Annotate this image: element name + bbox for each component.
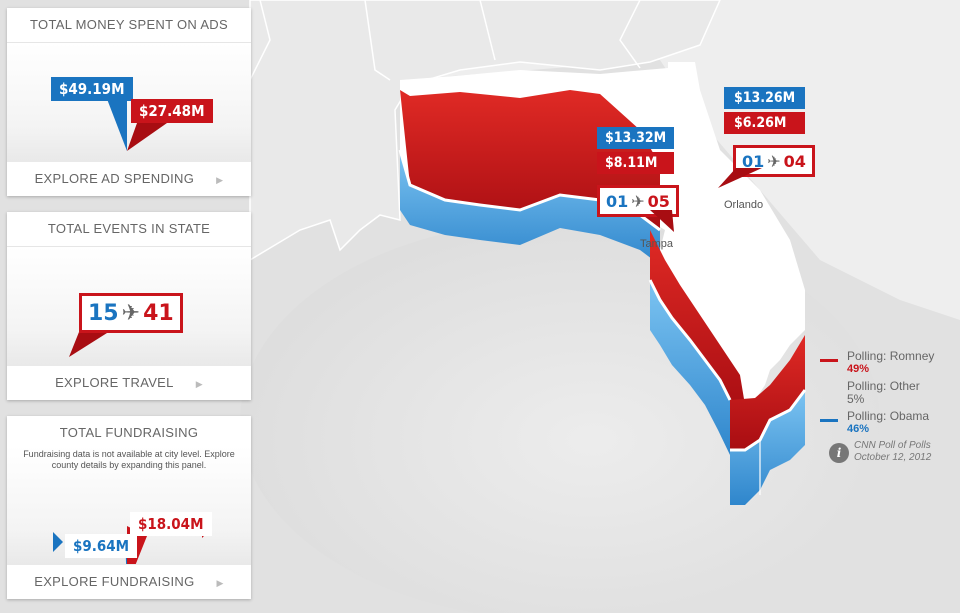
- play-arrow-icon: ▶: [195, 379, 203, 389]
- city-label-orlando: Orlando: [724, 199, 764, 211]
- play-arrow-icon: ▶: [216, 175, 224, 185]
- tampa-ads-obama: $13.32M: [597, 127, 675, 149]
- orlando-ads-romney: $6.26M: [724, 112, 805, 134]
- airplane-icon: ✈: [631, 191, 645, 211]
- info-icon[interactable]: i: [829, 443, 849, 463]
- play-arrow-icon: ▶: [216, 578, 224, 588]
- legend-other-label: Polling: Other: [847, 379, 920, 393]
- explore-fundraising-button[interactable]: EXPLORE FUNDRAISING ▶: [7, 564, 251, 599]
- source-line-1: CNN Poll of Polls: [854, 440, 931, 451]
- events-graphic: 15 ✈ 41: [7, 247, 251, 365]
- romney-swatch: [820, 359, 838, 362]
- ads-romney-amount: $27.48M: [131, 99, 213, 123]
- explore-fundraising-label: EXPLORE FUNDRAISING: [34, 574, 195, 589]
- fundraising-graphic: Fundraising data is not available at cit…: [7, 446, 251, 564]
- orlando-ads-obama: $13.26M: [724, 87, 806, 109]
- pointer-graphic: [650, 210, 674, 232]
- city-label-tampa: Tampa: [640, 238, 674, 250]
- fundraising-note: Fundraising data is not available at cit…: [23, 449, 235, 470]
- tampa-visits-obama: 01: [606, 191, 629, 211]
- events-romney-count: 41: [143, 300, 174, 326]
- panel-title: TOTAL MONEY SPENT ON ADS: [7, 8, 251, 43]
- explore-travel-label: EXPLORE TRAVEL: [55, 375, 174, 390]
- source-text: CNN Poll of Polls October 12, 2012: [854, 440, 960, 464]
- legend-obama-label: Polling: Obama: [847, 409, 930, 423]
- pointer-graphic: [718, 168, 762, 188]
- obama-swatch: [820, 419, 838, 422]
- ad-spending-panel: TOTAL MONEY SPENT ON ADS $49.19M $27.48M…: [7, 8, 251, 196]
- pointer-graphic: [69, 327, 107, 357]
- explore-ad-spending-button[interactable]: EXPLORE AD SPENDING ▶: [7, 161, 251, 196]
- ads-obama-amount: $49.19M: [51, 77, 133, 101]
- source-line-2: October 12, 2012: [854, 452, 932, 463]
- airplane-icon: ✈: [121, 300, 141, 326]
- legend-obama-pct: 46%: [847, 423, 870, 435]
- tampa-visits-romney: 05: [647, 191, 670, 211]
- events-count-badge: 15 ✈ 41: [79, 293, 183, 333]
- ad-spending-graphic: $49.19M $27.48M: [7, 43, 251, 161]
- events-obama-count: 15: [88, 300, 119, 326]
- legend-romney-pct: 49%: [847, 363, 870, 375]
- pointer-graphic: [107, 99, 167, 151]
- fundraising-romney-amount: $18.04M: [130, 512, 212, 536]
- legend-other-pct: 5%: [847, 392, 865, 406]
- orlando-visits-badge: 01 ✈ 04: [733, 145, 815, 177]
- fundraising-panel: TOTAL FUNDRAISING Fundraising data is no…: [7, 416, 251, 599]
- airplane-icon: ✈: [767, 151, 781, 171]
- tampa-visits-badge: 01 ✈ 05: [597, 185, 679, 217]
- tampa-ads-romney: $8.11M: [597, 152, 674, 174]
- legend-obama: Polling: Obama 46%: [820, 410, 934, 436]
- explore-ad-spending-label: EXPLORE AD SPENDING: [34, 171, 195, 186]
- legend-other: Polling: Other 5%: [820, 380, 934, 406]
- legend-romney: Polling: Romney 49%: [820, 350, 934, 376]
- panel-title: TOTAL EVENTS IN STATE: [7, 212, 251, 247]
- events-panel: TOTAL EVENTS IN STATE 15 ✈ 41 EXPLORE TR…: [7, 212, 251, 400]
- explore-travel-button[interactable]: EXPLORE TRAVEL ▶: [7, 365, 251, 400]
- fundraising-obama-amount: $9.64M: [65, 534, 138, 558]
- orlando-visits-romney: 04: [783, 151, 806, 171]
- legend-romney-label: Polling: Romney: [847, 349, 935, 363]
- polling-legend: Polling: Romney 49% Polling: Other 5% Po…: [820, 350, 934, 440]
- orlando-visits-obama: 01: [742, 151, 765, 171]
- panel-title: TOTAL FUNDRAISING: [59, 425, 199, 440]
